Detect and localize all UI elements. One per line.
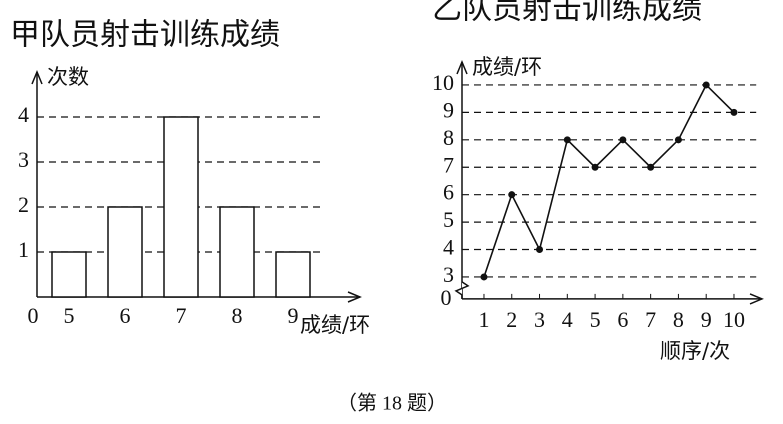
x-tick-label: 6 xyxy=(617,307,628,332)
x-tick-label: 10 xyxy=(723,307,745,332)
bar xyxy=(219,206,255,298)
y-tick-label: 6 xyxy=(443,180,454,205)
y-tick-label: 5 xyxy=(443,207,454,232)
point xyxy=(702,81,710,89)
point xyxy=(563,136,571,144)
x-axis-label: 顺序/次 xyxy=(660,339,730,363)
point xyxy=(674,136,682,144)
y-tick-label: 2 xyxy=(18,192,29,217)
x-tick-label: 7 xyxy=(176,303,187,328)
x-tick-label: 6 xyxy=(120,303,131,328)
y-tick-label: 3 xyxy=(443,262,454,287)
point xyxy=(536,246,544,254)
origin-label: 0 xyxy=(441,285,452,310)
chart-title: 甲队员射击训练成绩 xyxy=(10,18,280,53)
origin-label: 0 xyxy=(28,303,39,328)
y-arrow xyxy=(456,60,468,75)
y-tick-label: 10 xyxy=(432,70,454,95)
point xyxy=(591,163,599,171)
y-tick-label: 8 xyxy=(443,125,454,150)
x-arrow xyxy=(749,293,764,305)
point xyxy=(619,136,627,144)
y-arrow xyxy=(31,70,43,85)
bar xyxy=(163,116,199,298)
axis-break xyxy=(454,281,470,299)
bar xyxy=(51,251,87,298)
x-tick-label: 7 xyxy=(645,307,656,332)
y-tick-label: 4 xyxy=(443,235,454,260)
point xyxy=(508,191,516,199)
point xyxy=(480,273,488,281)
y-tick-label: 9 xyxy=(443,97,454,122)
x-tick-label: 1 xyxy=(478,307,489,332)
point xyxy=(730,108,738,116)
x-tick-label: 4 xyxy=(562,307,573,332)
y-axis-label: 次数 xyxy=(47,65,89,89)
chart-title: 乙队员射击训练成绩 xyxy=(432,0,702,27)
x-tick-label: 8 xyxy=(673,307,684,332)
line xyxy=(483,83,735,278)
caption: （第 18 题） xyxy=(337,392,447,415)
y-tick-label: 7 xyxy=(443,152,454,177)
y-tick-label: 1 xyxy=(18,237,29,262)
x-tick-label: 5 xyxy=(590,307,601,332)
y-tick-label: 3 xyxy=(18,147,29,172)
point xyxy=(647,163,655,171)
y-tick-label: 4 xyxy=(18,102,29,127)
x-tick-label: 9 xyxy=(701,307,712,332)
x-tick-label: 9 xyxy=(288,303,299,328)
x-tick-label: 8 xyxy=(232,303,243,328)
x-axis-label: 成绩/环 xyxy=(300,313,370,337)
x-tick-label: 3 xyxy=(534,307,545,332)
bar xyxy=(275,251,311,298)
x-arrow xyxy=(347,291,362,303)
y-axis-label: 成绩/环 xyxy=(472,55,542,79)
bar xyxy=(107,206,143,298)
x-tick-label: 5 xyxy=(64,303,75,328)
x-tick-label: 2 xyxy=(506,307,517,332)
